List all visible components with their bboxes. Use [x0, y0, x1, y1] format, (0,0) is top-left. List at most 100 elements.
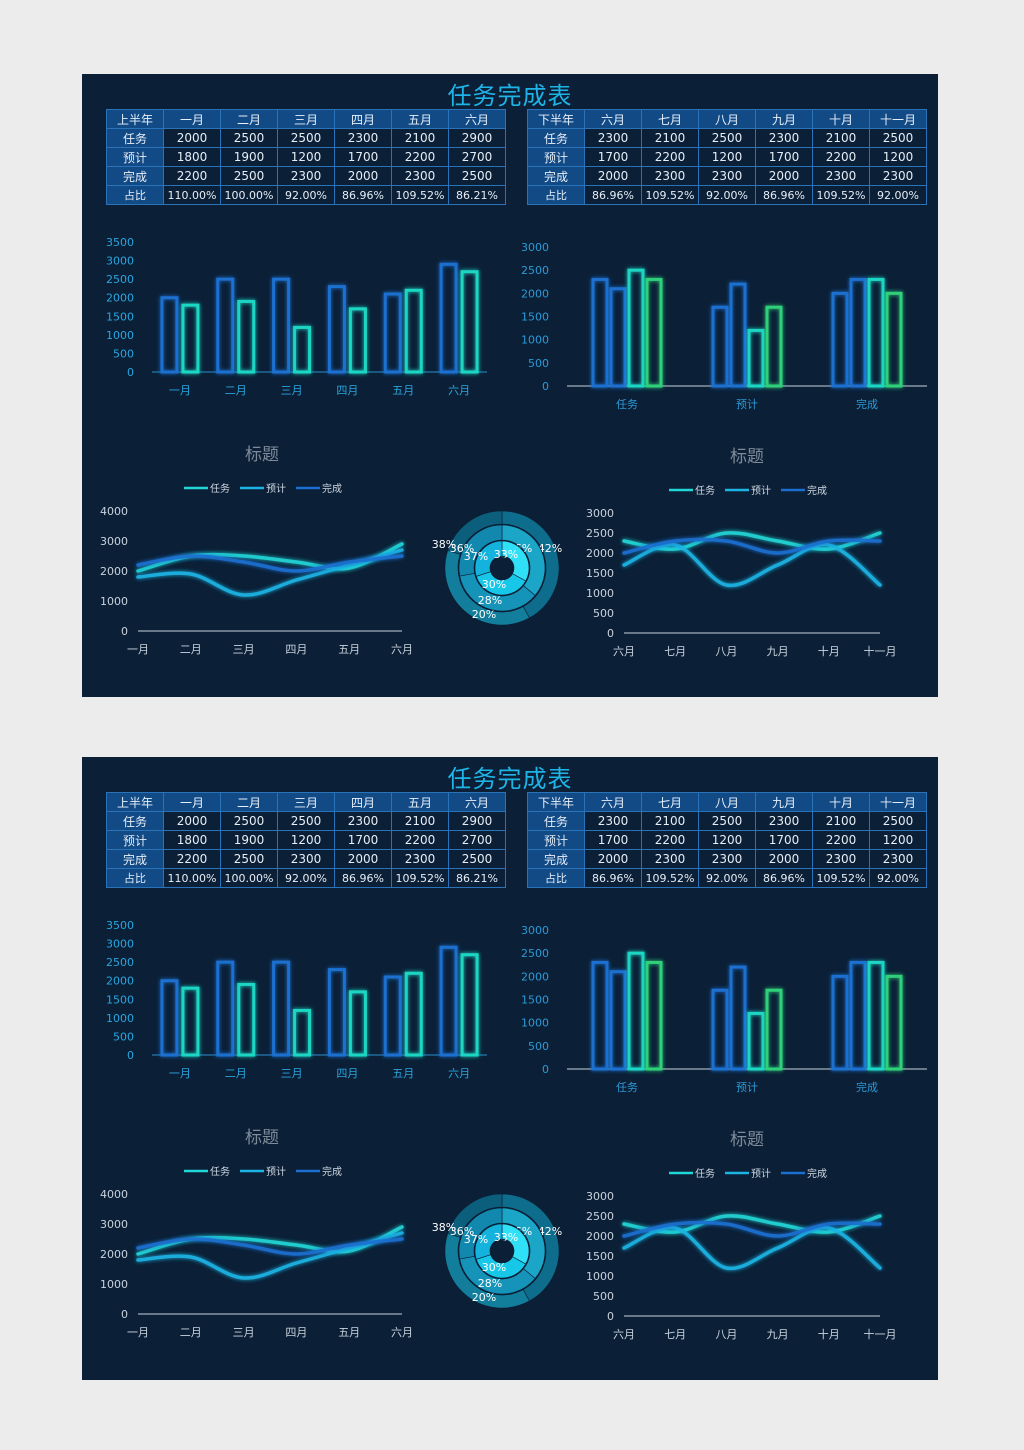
- x-tick-label: 六月: [448, 384, 470, 397]
- table-cell: 1700: [334, 830, 392, 850]
- bar: [849, 277, 867, 388]
- table-cell: 1700: [755, 147, 813, 167]
- y-tick-label: 1500: [586, 1250, 614, 1263]
- pie-slice: [458, 524, 503, 577]
- chart-title: 标题: [730, 447, 764, 467]
- x-tick-label: 预计: [736, 398, 758, 411]
- bar: [181, 303, 200, 374]
- table-row-header: 任务: [527, 128, 585, 148]
- table-header-cell: 九月: [755, 792, 813, 812]
- chart-title: 标题: [245, 445, 279, 465]
- x-tick-label: 三月: [233, 643, 255, 656]
- x-tick-label: 二月: [225, 384, 247, 397]
- x-tick-label: 完成: [856, 397, 878, 411]
- table-cell: 2500: [220, 811, 278, 831]
- table-cell: 2100: [641, 811, 699, 831]
- table-cell: 86.96%: [334, 185, 392, 205]
- bar: [181, 986, 200, 1057]
- table-cell: 2300: [812, 849, 870, 869]
- y-tick-label: 3000: [521, 924, 549, 937]
- y-tick-label: 0: [121, 625, 128, 638]
- pie-label: 30%: [482, 1261, 506, 1274]
- bar: [460, 270, 479, 374]
- table-cell: 2300: [755, 128, 813, 148]
- table-row-header: 预计: [527, 830, 585, 850]
- bar: [627, 951, 645, 1071]
- x-tick-label: 任务: [616, 398, 638, 411]
- table-cell: 2900: [448, 128, 506, 148]
- table-cell: 2300: [641, 849, 699, 869]
- x-tick-label: 十一月: [864, 1327, 897, 1341]
- y-tick-label: 3500: [106, 236, 134, 249]
- x-tick-label: 十月: [818, 1327, 840, 1341]
- table-cell: 2300: [277, 166, 335, 186]
- table-cell: 1700: [584, 830, 642, 850]
- y-tick-label: 2000: [100, 1248, 128, 1261]
- series-line: [622, 531, 882, 551]
- table-cell: 109.52%: [391, 185, 449, 205]
- table-cell: 2500: [448, 849, 506, 869]
- pie-slice: [474, 540, 503, 577]
- table-cell: 1700: [334, 147, 392, 167]
- x-tick-label: 九月: [767, 1328, 789, 1341]
- bar: [348, 307, 367, 374]
- x-tick-label: 任务: [616, 1081, 638, 1094]
- bar: [885, 291, 903, 388]
- bar: [885, 974, 903, 1071]
- series-line: [136, 548, 404, 597]
- table-row-header: 预计: [106, 147, 164, 167]
- table-cell: 92.00%: [277, 185, 335, 205]
- table-cell: 86.96%: [755, 185, 813, 205]
- table-cell: 2300: [698, 849, 756, 869]
- legend-label: 任务: [695, 484, 715, 497]
- legend-label: 完成: [322, 482, 342, 495]
- table-row: 任务 2300 2100 2500 2300 2100 2500: [527, 128, 927, 148]
- table-cell: 2200: [163, 166, 221, 186]
- x-tick-label: 六月: [448, 1067, 470, 1080]
- table-cell: 2200: [641, 830, 699, 850]
- x-tick-label: 二月: [225, 1067, 247, 1080]
- table-cell: 109.52%: [812, 868, 870, 888]
- table-cell: 2300: [755, 811, 813, 831]
- table-cell: 2100: [391, 811, 449, 831]
- table-row: 占比 110.00% 100.00% 92.00% 86.96% 109.52%…: [106, 868, 506, 888]
- pie-label: 30%: [482, 578, 506, 591]
- x-tick-label: 四月: [336, 384, 358, 397]
- table-header-cell: 十一月: [869, 792, 927, 812]
- pie-slice: [474, 1223, 503, 1260]
- x-tick-label: 五月: [338, 643, 360, 656]
- bar: [591, 960, 609, 1071]
- x-tick-label: 六月: [613, 1328, 635, 1341]
- bar: [645, 277, 663, 388]
- bar: [348, 990, 367, 1057]
- y-tick-label: 3500: [106, 919, 134, 932]
- x-tick-label: 预计: [736, 1081, 758, 1094]
- table-cell: 86.96%: [334, 868, 392, 888]
- table-cell: 100.00%: [220, 868, 278, 888]
- legend-label: 完成: [322, 1165, 342, 1178]
- bar: [327, 285, 346, 374]
- table-cell: 2300: [334, 811, 392, 831]
- table-cell: 2200: [163, 849, 221, 869]
- y-tick-label: 4000: [100, 505, 128, 518]
- table-row-header: 完成: [106, 849, 164, 869]
- pie-slice: [475, 1254, 527, 1279]
- table-cell: 2000: [584, 166, 642, 186]
- table-cell: 110.00%: [163, 185, 221, 205]
- bar: [160, 979, 179, 1057]
- table-cell: 2000: [163, 128, 221, 148]
- bar: [711, 988, 729, 1071]
- y-tick-label: 2500: [106, 273, 134, 286]
- chart-title: 标题: [730, 1130, 764, 1150]
- table-cell: 2500: [220, 166, 278, 186]
- table-cell: 1900: [220, 830, 278, 850]
- y-tick-label: 2500: [106, 956, 134, 969]
- table-cell: 86.96%: [584, 185, 642, 205]
- series-line: [136, 1237, 404, 1256]
- table-cell: 2300: [698, 166, 756, 186]
- table-row-header: 完成: [527, 166, 585, 186]
- table-cell: 2500: [698, 811, 756, 831]
- x-tick-label: 三月: [281, 1067, 303, 1080]
- table-cell: 2100: [812, 811, 870, 831]
